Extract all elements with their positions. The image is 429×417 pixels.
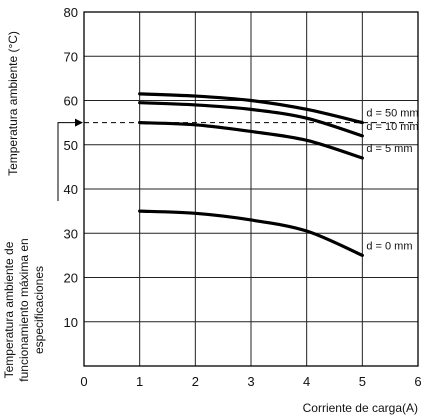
y-tick-label: 20	[64, 271, 78, 286]
spec-label-line: funcionamiento máxima en	[17, 238, 31, 381]
series-line	[138, 101, 364, 138]
x-tick-label: 5	[359, 374, 366, 389]
y-tick-labels: 10 20 30 40 50 60 70 80	[64, 5, 78, 330]
y-tick-label: 50	[64, 138, 78, 153]
series-label: d = 0 mm	[366, 240, 412, 252]
y-tick-label: 60	[64, 94, 78, 109]
spec-arrow-line	[57, 122, 78, 201]
series-line	[138, 92, 364, 125]
x-tick-label: 0	[80, 374, 87, 389]
series-label: d = 50 mm	[366, 108, 418, 120]
y-tick-label: 10	[64, 315, 78, 330]
spec-axis-label: Temperatura ambiente de funcionamiento má…	[2, 238, 46, 381]
series-lines	[138, 92, 364, 257]
x-axis-label: Corriente de carga(A)	[303, 401, 418, 415]
series-label: d = 10 mm	[366, 121, 418, 133]
series-label: d = 5 mm	[366, 143, 412, 155]
x-tick-label: 1	[136, 374, 143, 389]
y-tick-label: 70	[64, 49, 78, 64]
x-tick-labels: 0 1 2 3 4 5 6	[80, 374, 421, 389]
x-tick-label: 6	[414, 374, 421, 389]
spec-label-line: especificaciones	[32, 266, 46, 354]
series-labels: d = 50 mmd = 10 mm d = 5 mm d = 0 mm	[366, 108, 418, 253]
x-tick-label: 2	[192, 374, 199, 389]
spec-label-line: Temperatura ambiente de	[2, 241, 16, 378]
y-axis-label: Temperatura ambiente (°C)	[6, 31, 20, 176]
spec-marker	[57, 118, 418, 201]
series-line	[138, 121, 364, 160]
y-tick-label: 30	[64, 226, 78, 241]
series-line	[138, 209, 364, 257]
plot-frame	[83, 11, 419, 367]
plot-border	[83, 11, 419, 367]
y-tick-label: 40	[64, 182, 78, 197]
grid	[84, 12, 418, 366]
x-tick-label: 4	[303, 374, 310, 389]
y-tick-label: 80	[64, 5, 78, 20]
x-tick-label: 3	[247, 374, 254, 389]
spec-arrow-head	[75, 118, 83, 127]
